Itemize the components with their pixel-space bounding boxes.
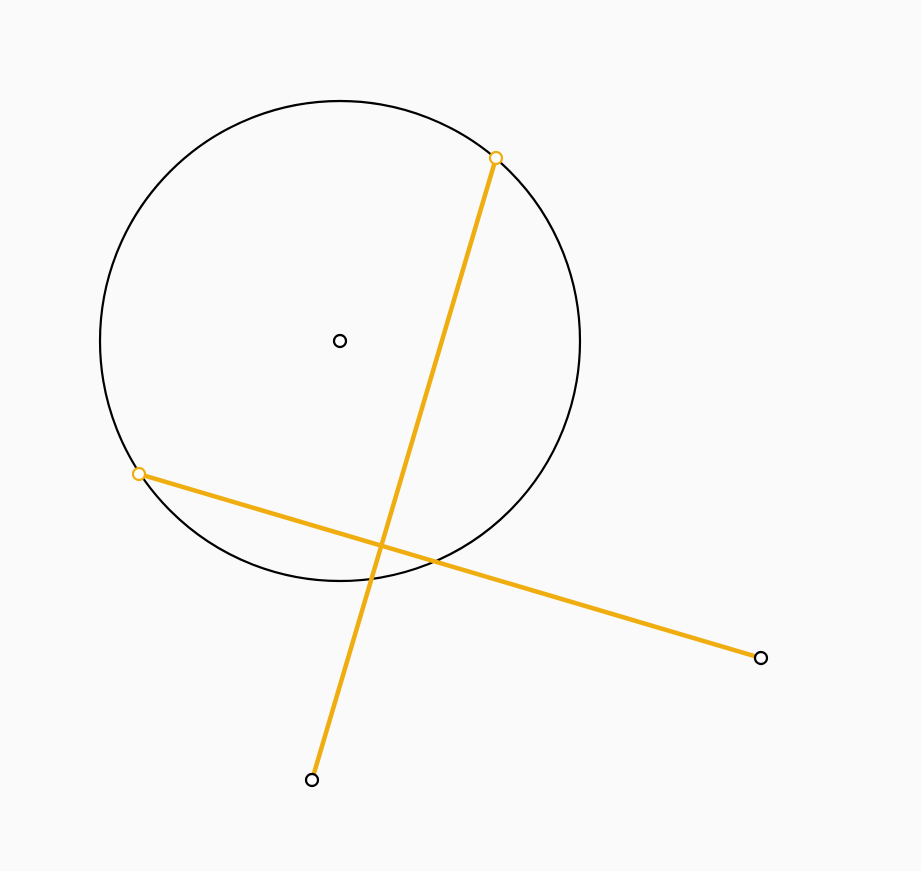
circle[interactable]	[98, 99, 582, 583]
segment-upper-to-bottom[interactable]	[309, 155, 499, 783]
circle-center-point[interactable]	[332, 333, 348, 349]
free-point-bottom[interactable]	[304, 772, 320, 788]
free-point-right[interactable]	[753, 650, 769, 666]
point-on-circle-left[interactable]	[131, 466, 147, 482]
point-on-circle-top[interactable]	[488, 150, 504, 166]
segment-left-to-right[interactable]	[136, 471, 764, 661]
